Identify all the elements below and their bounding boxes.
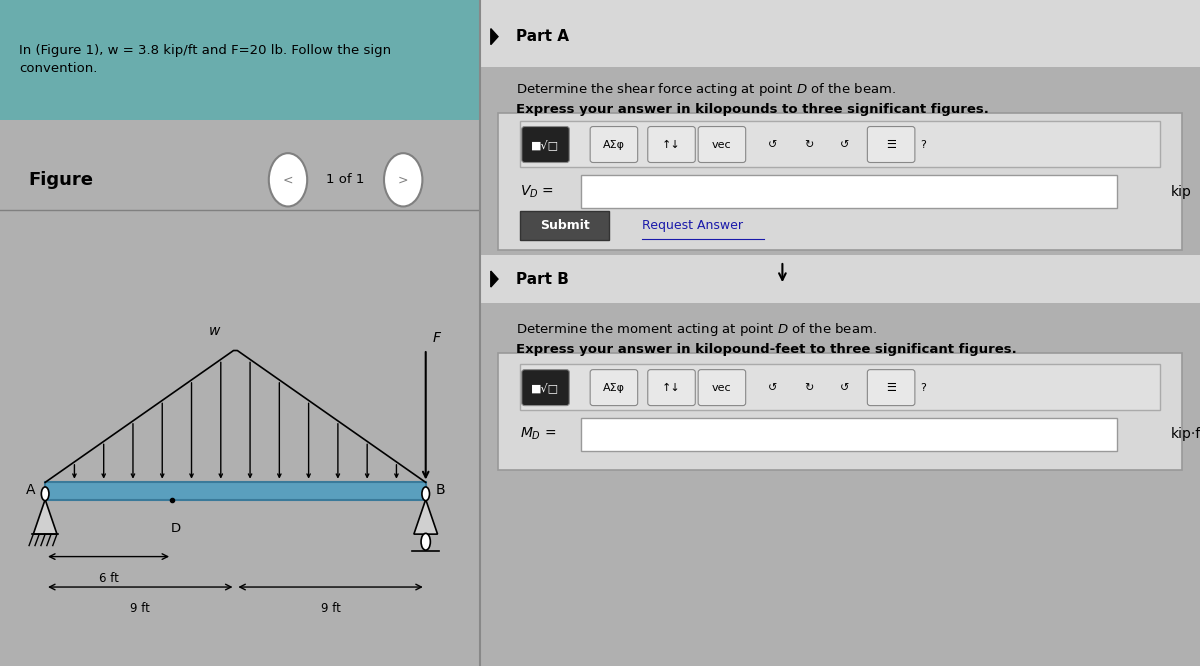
Polygon shape [491, 29, 498, 45]
Text: ↻: ↻ [804, 382, 814, 393]
Text: ☰: ☰ [886, 139, 896, 150]
Text: ■√□: ■√□ [532, 139, 559, 150]
FancyBboxPatch shape [480, 255, 1200, 303]
Text: ?: ? [920, 382, 926, 393]
Text: Determine the shear force acting at point $D$ of the beam.: Determine the shear force acting at poin… [516, 81, 896, 99]
Text: >: > [398, 173, 408, 186]
FancyBboxPatch shape [522, 370, 569, 406]
FancyBboxPatch shape [480, 0, 1200, 67]
Text: ?: ? [920, 139, 926, 150]
Text: D: D [172, 522, 181, 535]
FancyBboxPatch shape [520, 364, 1160, 410]
FancyBboxPatch shape [698, 127, 745, 163]
Text: F: F [432, 332, 440, 346]
FancyBboxPatch shape [522, 127, 569, 163]
Text: ☰: ☰ [886, 382, 896, 393]
Text: vec: vec [712, 139, 732, 150]
Text: AΣφ: AΣφ [602, 382, 625, 393]
Circle shape [269, 153, 307, 206]
Text: 9 ft: 9 ft [131, 602, 150, 615]
Text: kip: kip [1171, 184, 1192, 199]
FancyBboxPatch shape [590, 127, 637, 163]
FancyBboxPatch shape [0, 0, 480, 120]
Text: Determine the moment acting at point $D$ of the beam.: Determine the moment acting at point $D$… [516, 321, 877, 338]
Text: <: < [283, 173, 293, 186]
Text: ↺: ↺ [840, 139, 850, 150]
Text: ↻: ↻ [804, 139, 814, 150]
FancyBboxPatch shape [868, 370, 914, 406]
Text: 1 of 1: 1 of 1 [326, 173, 365, 186]
FancyBboxPatch shape [581, 175, 1117, 208]
Text: w: w [209, 324, 220, 338]
Text: Express your answer in kilopounds to three significant figures.: Express your answer in kilopounds to thr… [516, 103, 989, 117]
Text: kip·ft: kip·ft [1171, 427, 1200, 442]
Text: Submit: Submit [540, 219, 590, 232]
Text: Request Answer: Request Answer [642, 219, 743, 232]
Text: $V_D$ =: $V_D$ = [520, 184, 553, 200]
FancyBboxPatch shape [648, 370, 695, 406]
Text: ↑↓: ↑↓ [662, 139, 680, 150]
FancyBboxPatch shape [521, 211, 608, 240]
FancyBboxPatch shape [581, 418, 1117, 451]
Text: ↺: ↺ [768, 139, 778, 150]
Text: AΣφ: AΣφ [602, 139, 625, 150]
Circle shape [384, 153, 422, 206]
Polygon shape [414, 500, 438, 534]
Text: 6 ft: 6 ft [98, 572, 119, 585]
Bar [46, 482, 426, 500]
Text: Part A: Part A [516, 29, 569, 44]
Text: ■√□: ■√□ [532, 382, 559, 393]
Text: ↺: ↺ [768, 382, 778, 393]
FancyBboxPatch shape [590, 370, 637, 406]
Text: Figure: Figure [29, 170, 94, 189]
Polygon shape [491, 271, 498, 287]
Circle shape [41, 487, 49, 501]
Circle shape [422, 487, 430, 501]
Text: $M_D$ =: $M_D$ = [520, 426, 556, 442]
Text: ↑↓: ↑↓ [662, 382, 680, 393]
FancyBboxPatch shape [498, 353, 1182, 470]
Text: 9 ft: 9 ft [320, 602, 341, 615]
Text: vec: vec [712, 382, 732, 393]
FancyBboxPatch shape [520, 121, 1160, 166]
FancyBboxPatch shape [648, 127, 695, 163]
FancyBboxPatch shape [868, 127, 914, 163]
FancyBboxPatch shape [498, 113, 1182, 250]
Polygon shape [34, 500, 56, 534]
Text: Part B: Part B [516, 272, 569, 286]
Text: Express your answer in kilopound-feet to three significant figures.: Express your answer in kilopound-feet to… [516, 343, 1016, 356]
Circle shape [421, 533, 431, 550]
FancyBboxPatch shape [698, 370, 745, 406]
Text: ↺: ↺ [840, 382, 850, 393]
Text: In (Figure 1), w = 3.8 kip/ft and F=20 lb. Follow the sign
convention.: In (Figure 1), w = 3.8 kip/ft and F=20 l… [19, 45, 391, 75]
Text: A: A [25, 483, 35, 497]
Text: B: B [436, 483, 445, 497]
